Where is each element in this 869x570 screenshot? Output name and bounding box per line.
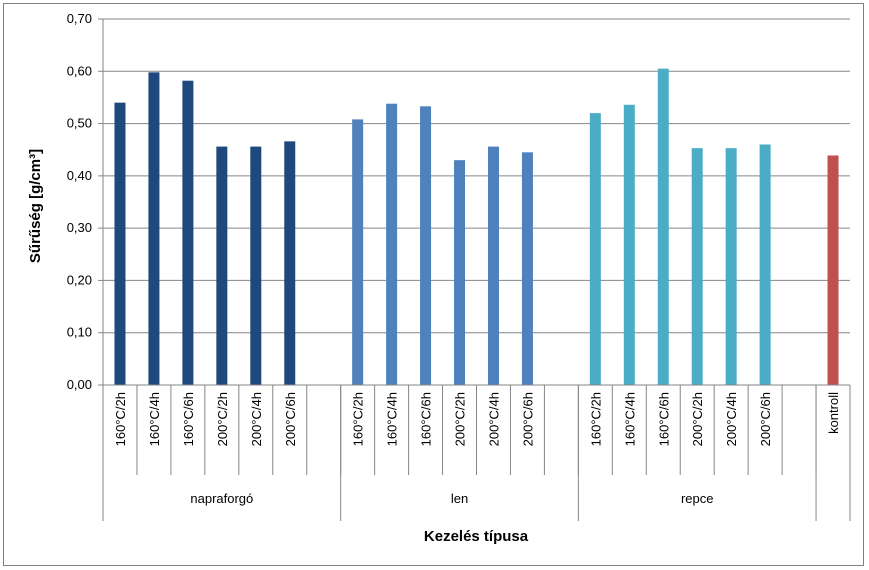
y-tick-label: 0,70	[67, 11, 92, 26]
category-label: 160°C/6h	[181, 392, 196, 446]
bar	[827, 155, 839, 385]
category-label: kontroll	[826, 392, 841, 434]
category-label: 160°C/6h	[656, 392, 671, 446]
x-axis-title: Kezelés típusa	[424, 528, 529, 545]
category-label: 200°C/6h	[520, 392, 535, 446]
category-label: 200°C/2h	[215, 392, 230, 446]
y-tick-label: 0,40	[67, 168, 92, 183]
category-label: 200°C/4h	[486, 392, 501, 446]
category-label: 160°C/4h	[385, 392, 400, 446]
y-tick-label: 0,20	[67, 272, 92, 287]
bar	[114, 102, 126, 386]
category-label: 200°C/2h	[690, 392, 705, 446]
bar	[691, 148, 703, 385]
gridlines	[102, 18, 850, 385]
category-label: 160°C/4h	[147, 392, 162, 446]
y-tick-label: 0,30	[67, 220, 92, 235]
y-tick-label: 0,60	[67, 63, 92, 78]
category-label: 200°C/6h	[758, 392, 773, 446]
group-label: napraforgó	[190, 491, 253, 506]
bar	[284, 141, 296, 385]
category-label: 160°C/4h	[622, 392, 637, 446]
bars	[114, 68, 839, 386]
y-tick-label: 0,00	[67, 377, 92, 392]
bar	[589, 113, 601, 385]
bar	[250, 146, 262, 385]
bar	[182, 80, 194, 385]
y-tick-label: 0,50	[67, 116, 92, 131]
category-label: 160°C/6h	[419, 392, 434, 446]
bar	[657, 68, 669, 386]
bar	[521, 152, 533, 385]
chart-frame	[3, 3, 864, 566]
y-tick-label: 0,10	[67, 325, 92, 340]
bar	[216, 146, 228, 385]
category-label: 200°C/2h	[453, 392, 468, 446]
bar	[725, 148, 737, 385]
bar	[148, 72, 160, 386]
category-label: 160°C/2h	[113, 392, 128, 446]
bar	[487, 146, 499, 385]
x-axis: 160°C/2h 160°C/4h 160°C/6h 200°C/2h 200°C/4h…	[102, 384, 851, 521]
bar	[352, 119, 364, 385]
y-axis-title: Sűrűség [g/cm³]	[27, 149, 44, 263]
category-label: 200°C/4h	[724, 392, 739, 446]
group-label: repce	[681, 491, 714, 506]
y-axis-ticks: 0,00 0,10 0,20 0,30 0,40 0,50 0,60 0,70	[67, 11, 103, 392]
group-label: len	[451, 491, 468, 506]
bar	[759, 144, 771, 385]
category-label: 160°C/2h	[351, 392, 366, 446]
bar	[623, 104, 635, 386]
bar	[386, 103, 398, 386]
category-label: 160°C/2h	[588, 392, 603, 446]
bar	[420, 106, 432, 386]
bar	[454, 160, 466, 385]
category-label: 200°C/6h	[283, 392, 298, 446]
category-label: 200°C/4h	[249, 392, 264, 446]
